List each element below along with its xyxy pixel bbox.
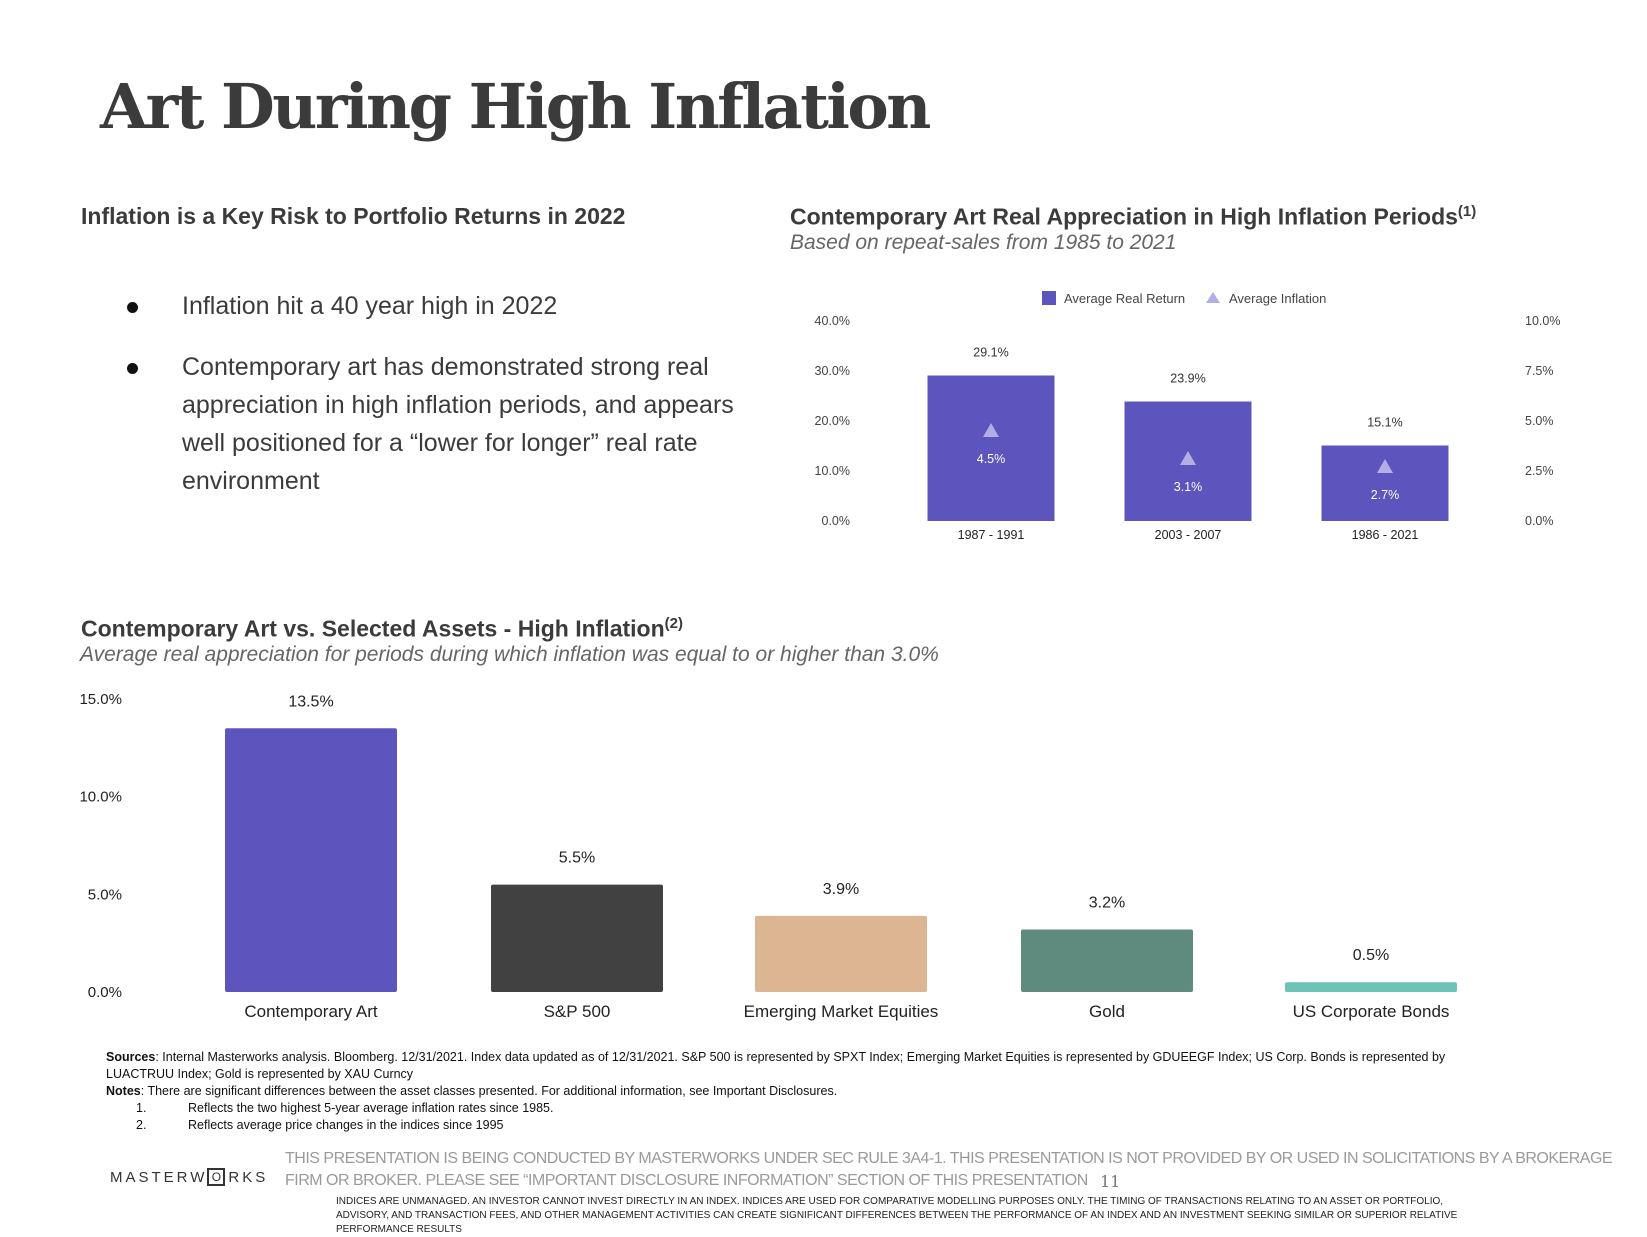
bar-value-label: 29.1% [973,346,1008,360]
legend-real-return-swatch [1042,291,1056,305]
page-title: Art During High Inflation [100,70,931,143]
notes-text: : There are significant differences betw… [140,1084,838,1098]
footnote-ref: (2) [664,615,683,632]
inflation-triangle-marker [983,423,999,437]
notes-label: Notes [106,1084,141,1098]
note-text: Reflects the two highest 5-year average … [188,1101,554,1115]
bar [755,915,927,992]
left-axis-tick: 20.0% [815,414,850,428]
bar-real-return [927,375,1055,521]
category-label: 2003 - 2007 [1155,528,1222,542]
category-label: US Corporate Bonds [1293,1002,1450,1021]
indices-note: INDICES ARE UNMANAGED. AN INVESTOR CANNO… [336,1196,1458,1235]
inflation-value-label: 3.1% [1174,480,1203,494]
sources-text-2: LUACTRUU Index; Gold is represented by X… [106,1067,414,1081]
category-label: 1987 - 1991 [958,528,1025,542]
y-axis-tick: 0.0% [88,984,122,1001]
bar [1021,929,1193,992]
inflation-triangle-marker [1180,451,1196,465]
bar-value-label: 3.9% [823,881,859,898]
disclaimer-line-1: THIS PRESENTATION IS BEING CONDUCTED BY … [285,1150,1613,1167]
y-axis-tick: 15.0% [79,691,122,708]
bar [225,728,397,992]
top-chart-title-text: Contemporary Art Real Appreciation in Hi… [790,203,1458,230]
top-chart-subtitle: Based on repeat-sales from 1985 to 2021 [790,231,1177,254]
category-label: S&P 500 [544,1002,611,1021]
right-axis-tick: 2.5% [1525,464,1554,478]
right-axis-tick: 5.0% [1525,414,1554,428]
footnote-ref: (1) [1457,203,1477,220]
bar-value-label: 5.5% [559,850,595,867]
category-label: Contemporary Art [244,1002,377,1021]
bar-value-label: 0.5% [1353,947,1389,964]
bar [491,884,663,992]
bullet-item: Contemporary art has demonstrated strong… [182,353,734,495]
bullet-icon [127,302,138,313]
logo-o: O [207,1168,226,1186]
note-num: 1. [136,1101,147,1115]
inflation-value-label: 2.7% [1371,488,1400,502]
notes: Notes: There are significant differences… [106,1083,837,1100]
right-axis-tick: 10.0% [1525,314,1560,328]
sources-note: Sources: Internal Masterworks analysis. … [106,1049,1445,1066]
note-text: Reflects average price changes in the in… [188,1118,504,1132]
right-axis-tick: 0.0% [1525,514,1554,528]
right-axis-tick: 7.5% [1525,364,1554,378]
y-axis-tick: 5.0% [88,886,122,903]
bar-real-return [1321,445,1449,521]
inflation-value-label: 4.5% [977,452,1006,466]
bullet-icon [127,363,138,374]
disclaimer-line-2: FIRM OR BROKER. PLEASE SEE “IMPORTANT DI… [285,1172,1088,1189]
top-chart-title: Contemporary Art Real Appreciation in Hi… [790,203,1476,231]
left-axis-tick: 40.0% [815,314,850,328]
bar [1285,982,1457,992]
logo-text: MASTERW [110,1168,208,1186]
bar-value-label: 15.1% [1367,416,1402,430]
bullet-item: Inflation hit a 40 year high in 2022 [182,292,558,320]
note-num: 2. [136,1118,147,1132]
bottom-chart-title-text: Contemporary Art vs. Selected Assets - H… [81,615,665,642]
bottom-chart-title: Contemporary Art vs. Selected Assets - H… [81,615,683,643]
page-number: 11 [1100,1172,1121,1191]
inflation-triangle-marker [1377,459,1393,473]
bar-value-label: 3.2% [1089,894,1125,911]
left-axis-tick: 10.0% [815,464,850,478]
bar-value-label: 13.5% [288,693,333,710]
legend-inflation-triangle-icon [1206,292,1220,303]
bar-value-label: 23.9% [1170,372,1205,386]
category-label: 1986 - 2021 [1352,528,1419,542]
legend-inflation-label: Average Inflation [1229,291,1326,306]
sources-label: Sources [106,1050,156,1064]
category-label: Emerging Market Equities [744,1002,939,1021]
left-axis-tick: 30.0% [815,364,850,378]
bottom-chart-subtitle: Average real appreciation for periods du… [80,643,939,666]
sources-text: : Internal Masterworks analysis. Bloombe… [155,1050,1446,1064]
left-heading: Inflation is a Key Risk to Portfolio Ret… [81,203,626,229]
legend-real-return-label: Average Real Return [1064,291,1185,306]
left-axis-tick: 0.0% [822,514,851,528]
y-axis-tick: 10.0% [79,789,122,806]
category-label: Gold [1089,1002,1125,1021]
logo-text: RKS [228,1168,269,1186]
masterworks-logo: MASTERW O RKS [110,1168,268,1186]
